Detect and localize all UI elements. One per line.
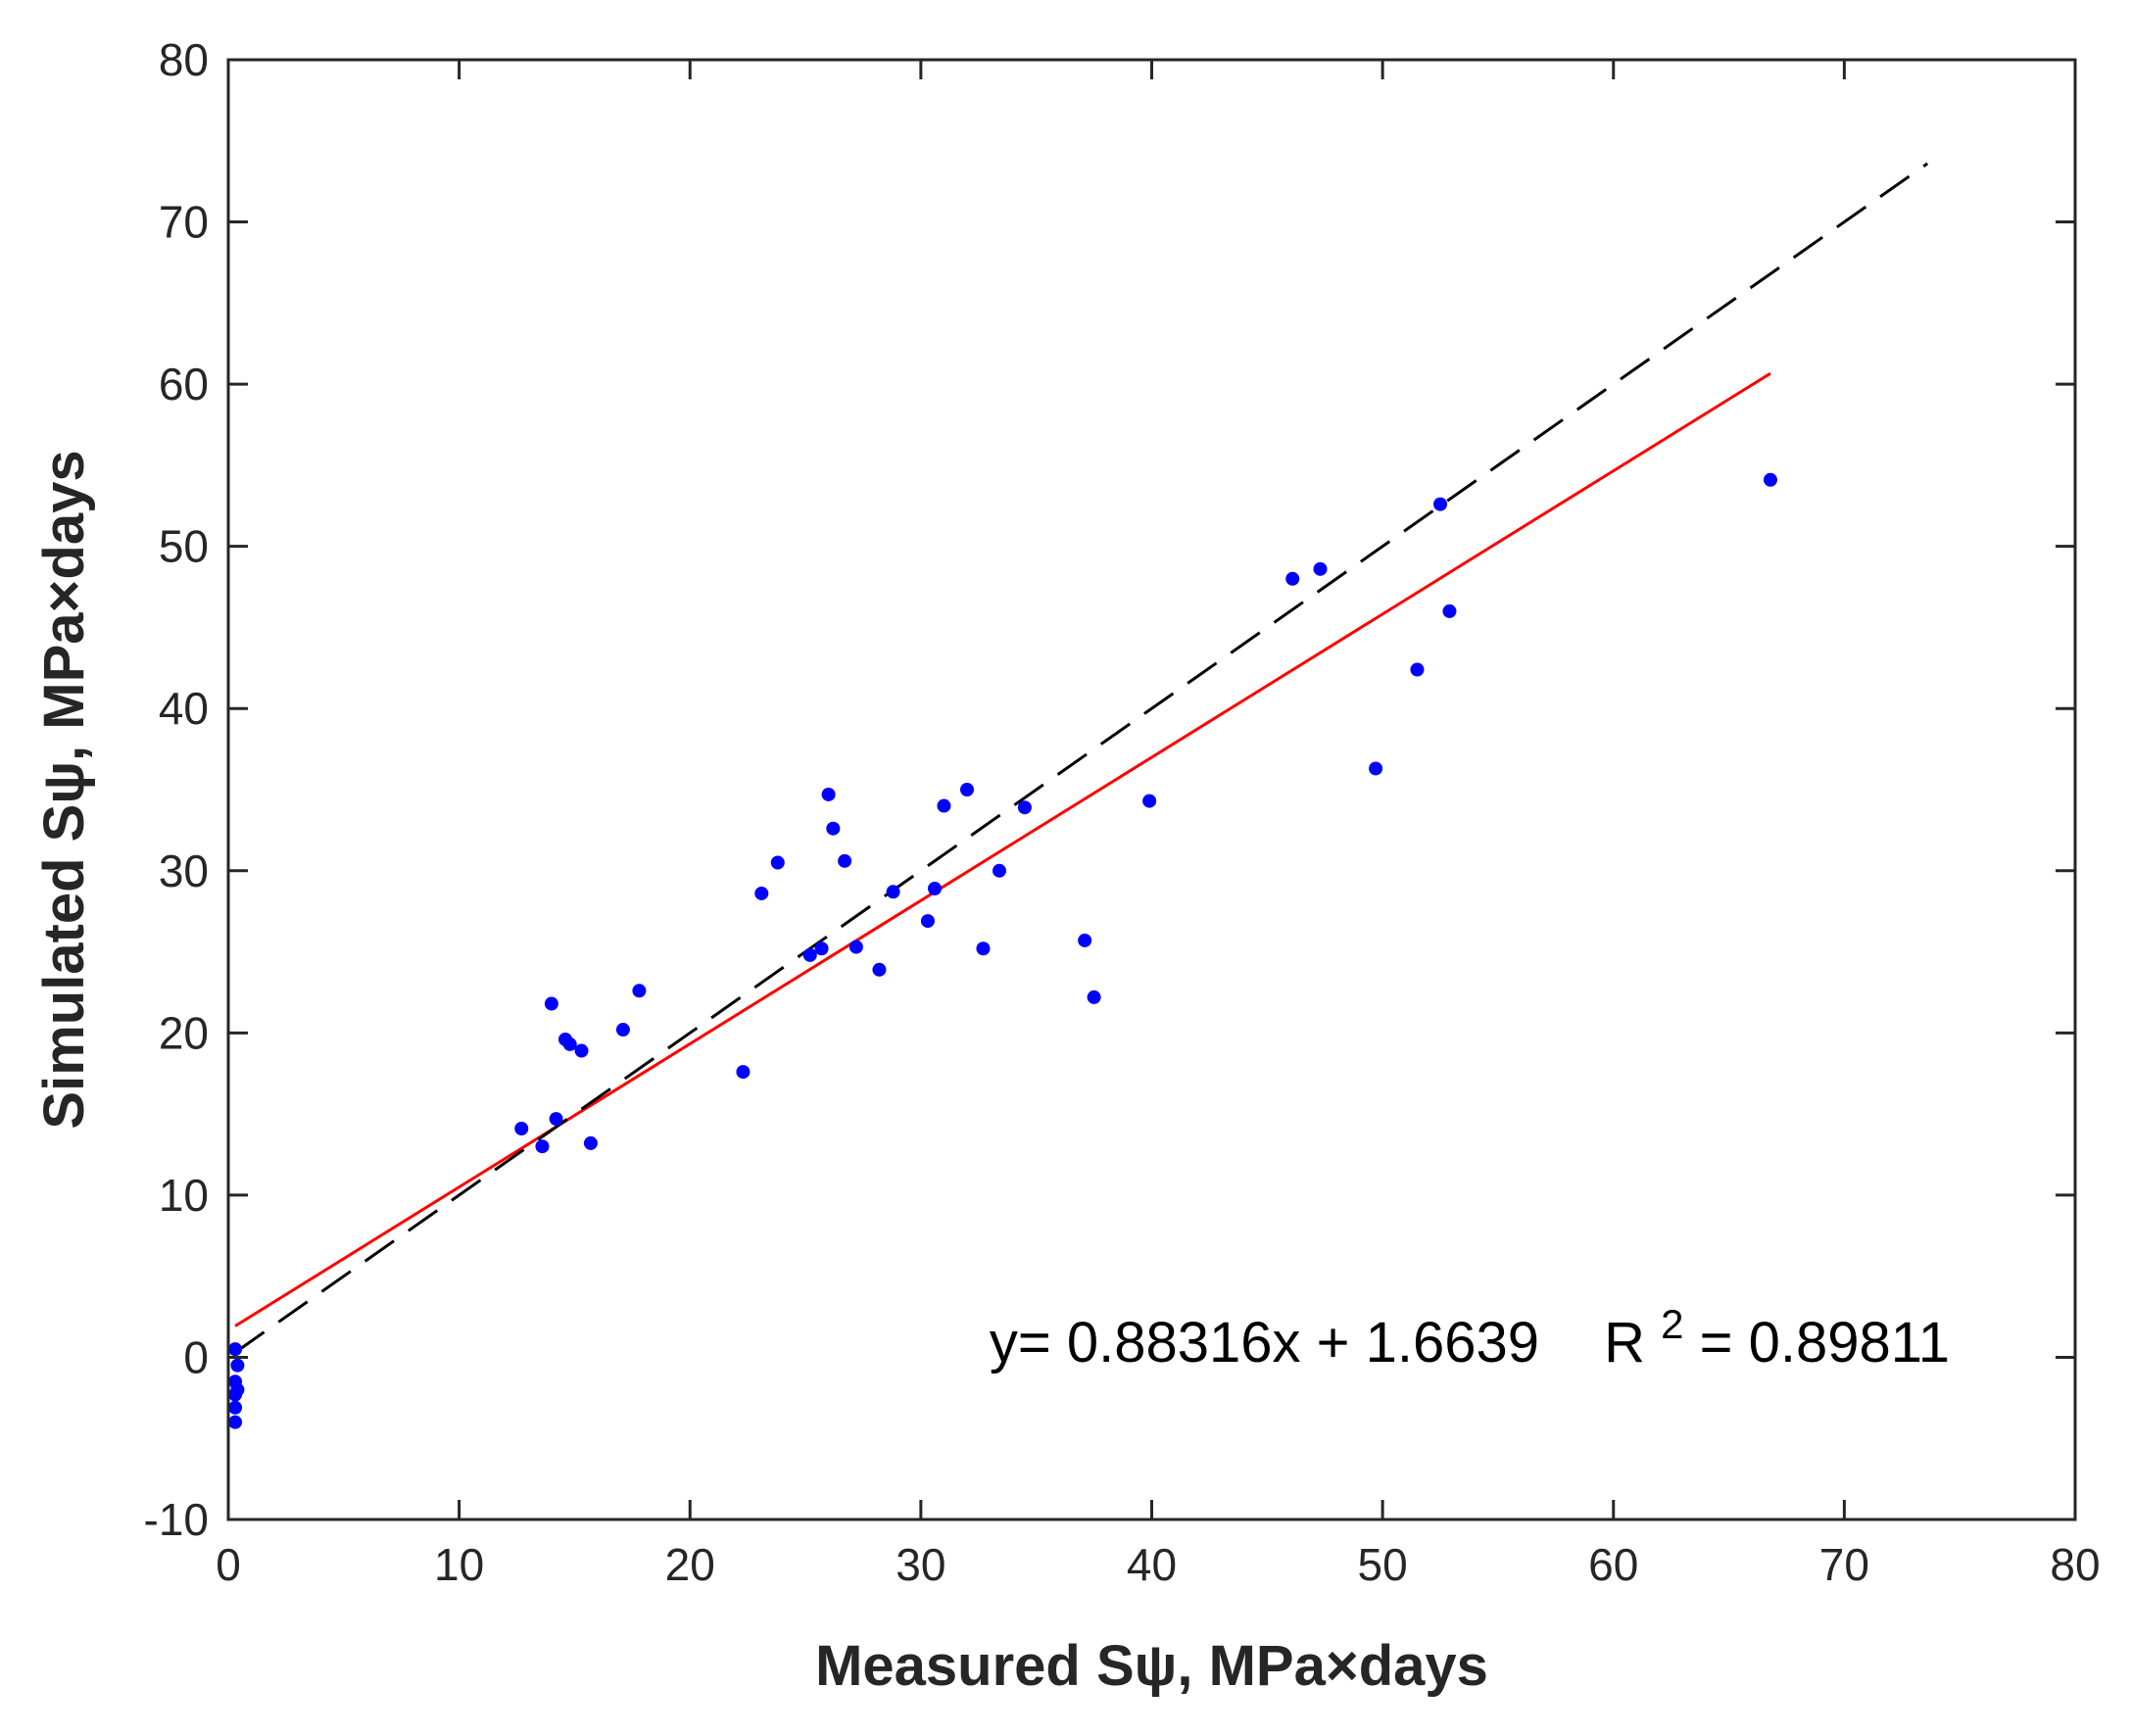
plot-points [228, 472, 1777, 1429]
y-axis-title: Simulated Sψ, MPa×days [32, 450, 96, 1129]
data-point [928, 881, 943, 895]
regression-equation: y= 0.88316x + 1.6639 [990, 1311, 1539, 1374]
data-point [549, 1112, 563, 1127]
data-point [535, 1139, 550, 1154]
data-point [821, 787, 836, 801]
y-tick-label: 10 [159, 1170, 209, 1221]
data-point [886, 885, 900, 899]
y-tick-label: 40 [159, 683, 209, 734]
one-to-one-line [234, 162, 1929, 1354]
data-point [228, 1387, 243, 1402]
data-point [1017, 800, 1032, 815]
data-point [228, 1342, 243, 1357]
regression-annotation: y= 0.88316x + 1.6639 R 2 = 0.89811 [990, 1287, 1950, 1374]
r-squared-superscript: 2 [1661, 1301, 1683, 1347]
data-point [754, 886, 769, 900]
data-point [736, 1065, 751, 1080]
regression-line [234, 371, 1771, 1327]
x-tick-label: 50 [1358, 1539, 1408, 1590]
x-tick-label: 80 [2050, 1539, 2100, 1590]
data-point [937, 798, 951, 813]
data-point [1142, 794, 1157, 808]
data-point [1410, 662, 1425, 677]
x-tick-label: 10 [434, 1539, 484, 1590]
data-point [1369, 761, 1383, 776]
data-point [574, 1043, 589, 1058]
data-point [228, 1400, 243, 1415]
data-point [960, 783, 974, 796]
data-point [992, 863, 1006, 878]
data-point [230, 1358, 245, 1373]
y-tick-label: 20 [159, 1007, 209, 1058]
data-point [1763, 472, 1777, 487]
data-point [583, 1135, 598, 1150]
y-tick-label: -10 [144, 1494, 209, 1545]
data-point [838, 853, 852, 868]
y-tick-label: 70 [159, 197, 209, 248]
x-tick-label: 30 [896, 1539, 945, 1590]
y-tick-label: 50 [159, 521, 209, 572]
x-tick-label: 40 [1127, 1539, 1177, 1590]
data-point [848, 940, 863, 954]
x-axis-ticks: 0 10 20 30 40 50 60 70 80 [216, 60, 2101, 1590]
data-point [1433, 497, 1448, 511]
data-point [1442, 603, 1457, 618]
plot-lines [234, 162, 1929, 1354]
data-point [814, 941, 829, 956]
data-point [615, 1023, 630, 1037]
data-point [514, 1122, 529, 1136]
x-tick-label: 20 [665, 1539, 715, 1590]
y-tick-label: 30 [159, 845, 209, 896]
data-point [544, 996, 558, 1011]
data-point [802, 947, 817, 962]
data-point [1313, 561, 1328, 576]
data-point [562, 1037, 577, 1051]
data-point [1087, 989, 1101, 1004]
x-tick-label: 70 [1819, 1539, 1869, 1590]
data-point [1285, 571, 1300, 586]
y-tick-label: 80 [159, 34, 209, 85]
data-point [826, 821, 841, 836]
x-tick-label: 60 [1588, 1539, 1638, 1590]
data-point [976, 941, 991, 956]
data-point [1078, 933, 1092, 947]
data-point [228, 1415, 243, 1429]
data-point [872, 962, 887, 977]
y-tick-label: 60 [159, 359, 209, 410]
r-squared-value: = 0.89811 [1700, 1311, 1950, 1374]
data-point [920, 914, 935, 929]
x-axis-title: Measured Sψ, MPa×days [815, 1634, 1488, 1698]
data-point [632, 984, 647, 998]
data-point [770, 855, 785, 870]
x-tick-label: 0 [216, 1539, 241, 1590]
r-squared-label: R [1604, 1311, 1645, 1374]
y-axis-ticks: -10 0 10 20 30 40 50 60 70 80 [144, 34, 2075, 1545]
y-tick-label: 0 [183, 1331, 209, 1382]
